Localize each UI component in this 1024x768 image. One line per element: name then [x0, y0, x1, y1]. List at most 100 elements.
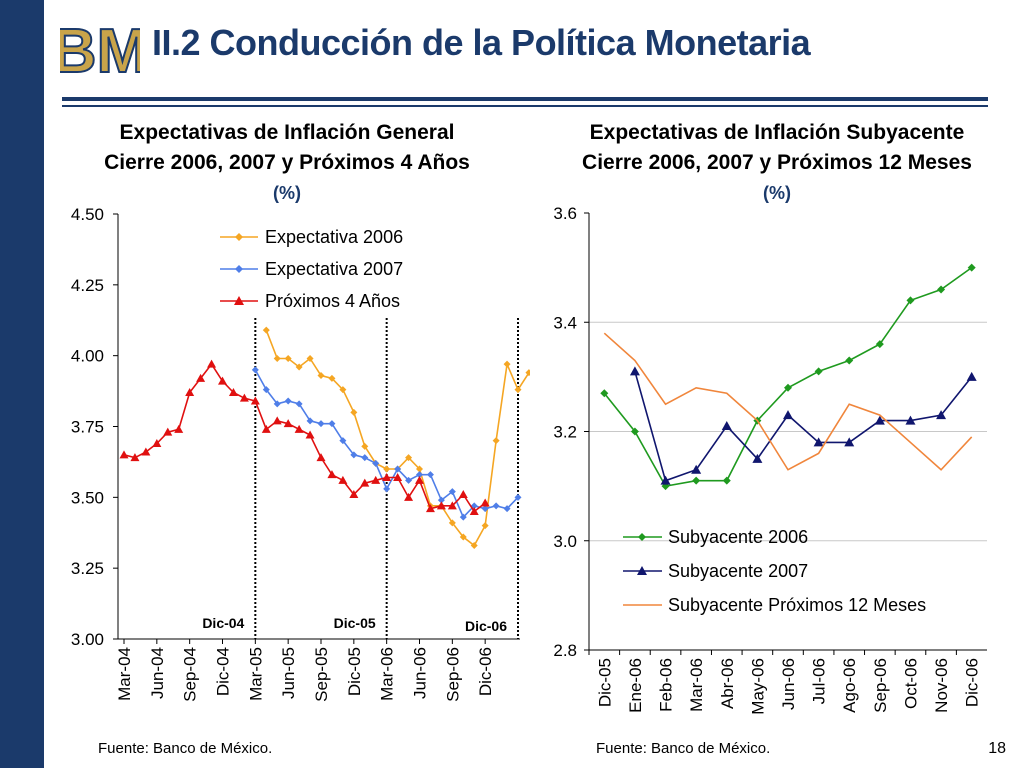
data-point — [382, 473, 392, 481]
x-tick-label: Sep-04 — [181, 647, 200, 702]
x-tick-label: Dic-06 — [476, 647, 495, 696]
data-point — [783, 410, 793, 420]
data-point — [383, 485, 391, 493]
data-point — [272, 416, 282, 425]
data-point — [600, 389, 609, 398]
data-point — [492, 502, 500, 510]
data-point — [514, 493, 522, 501]
series-line-2 — [603, 332, 973, 471]
y-tick-label: 3.2 — [553, 423, 577, 442]
data-point — [416, 465, 423, 473]
data-point — [261, 424, 271, 433]
data-point — [629, 366, 640, 376]
x-tick-label: Oct-06 — [901, 658, 920, 709]
y-tick-label: 2.8 — [553, 641, 577, 660]
y-tick-label: 3.4 — [553, 313, 577, 332]
legend-swatch-marker — [235, 265, 243, 273]
data-point — [360, 478, 370, 487]
data-point — [273, 355, 281, 362]
data-point — [251, 366, 259, 374]
data-point — [317, 420, 325, 428]
banco-de-mexico-logo: BM — [60, 16, 140, 87]
data-point — [404, 492, 414, 501]
data-point — [459, 513, 467, 521]
y-tick-label: 3.0 — [553, 532, 577, 551]
data-point — [436, 501, 446, 510]
x-tick-label: Sep-06 — [443, 647, 462, 702]
page-title: II.2 Conducción de la Política Monetaria — [152, 22, 811, 63]
data-point — [185, 388, 195, 396]
data-point — [371, 475, 381, 484]
data-point — [250, 396, 260, 405]
data-point — [503, 360, 511, 368]
data-point — [130, 453, 140, 462]
data-point — [426, 471, 434, 479]
data-point — [692, 476, 701, 485]
reference-vline-label: Dic-04 — [202, 615, 244, 631]
left-chart-unit: (%) — [273, 183, 301, 203]
data-point — [415, 475, 424, 484]
data-point — [425, 504, 435, 513]
data-point — [393, 473, 403, 481]
legend-swatch-marker — [234, 296, 244, 305]
data-point — [967, 263, 976, 272]
data-point — [459, 533, 467, 541]
data-point — [905, 415, 916, 425]
data-point — [480, 498, 490, 507]
right-chart-title-line1: Expectativas de Inflación Subyacente — [589, 121, 965, 144]
core-inflation-chart: 2.8 3.0 3.2 3.4 3.6 Dic-05 Ene-06 Feb-06 Mar-06 A… — [553, 204, 987, 715]
data-point — [525, 369, 530, 377]
y-tick-label: 3.6 — [553, 204, 577, 223]
data-point — [316, 453, 326, 462]
data-point — [458, 490, 468, 498]
y-tick-label: 4.25 — [71, 276, 104, 295]
data-point — [721, 421, 732, 431]
data-point — [481, 505, 489, 513]
data-point — [327, 470, 337, 479]
data-point — [447, 501, 457, 510]
y-tick-label: 3.25 — [71, 559, 104, 578]
data-point — [752, 453, 763, 463]
data-point — [361, 454, 369, 462]
x-tick-label: Dic-04 — [214, 647, 233, 696]
legend-swatch-marker — [637, 566, 647, 575]
title-divider-bottom — [62, 105, 988, 107]
data-point — [937, 285, 946, 294]
x-tick-label: Sep-05 — [312, 647, 331, 702]
data-point — [273, 400, 281, 408]
data-point — [239, 393, 249, 402]
right-chart-title: Expectativas de Inflación Subyacente Cie… — [530, 118, 1024, 208]
data-point — [306, 417, 314, 425]
data-point — [284, 355, 292, 362]
data-point — [405, 476, 413, 484]
data-point — [196, 373, 206, 382]
left-chart-source: Fuente: Banco de México. — [98, 740, 273, 757]
x-tick-label: Jun-04 — [148, 647, 167, 699]
data-point — [305, 430, 315, 439]
data-point — [691, 464, 702, 474]
data-point — [875, 340, 884, 349]
legend-label: Subyacente 2006 — [668, 527, 808, 547]
legend-swatch-marker — [638, 533, 646, 541]
data-point — [294, 424, 304, 433]
y-tick-label: 3.00 — [71, 630, 104, 649]
general-inflation-chart: 3.00 3.25 3.50 3.75 4.00 4.25 4.50 Mar-04 Jun-04… — [71, 205, 530, 702]
data-point — [141, 447, 151, 456]
x-tick-label: Jul-06 — [810, 658, 829, 704]
x-tick-label: Jun-05 — [279, 647, 298, 699]
data-point — [163, 427, 173, 436]
data-point — [630, 427, 639, 436]
legend-label: Expectativa 2006 — [265, 227, 403, 247]
data-point — [350, 451, 358, 459]
x-tick-label: Dic-06 — [963, 658, 982, 707]
left-chart-title: Expectativas de Inflación General Cierre… — [52, 118, 522, 208]
data-point — [295, 363, 303, 371]
data-point — [405, 454, 413, 462]
x-tick-label: Mar-06 — [687, 658, 706, 712]
x-tick-label: Feb-06 — [657, 658, 676, 712]
plot-area — [118, 214, 520, 639]
data-point — [814, 367, 823, 376]
x-tick-label: Dic-05 — [345, 647, 364, 696]
data-point — [338, 475, 348, 484]
data-point — [845, 356, 854, 365]
